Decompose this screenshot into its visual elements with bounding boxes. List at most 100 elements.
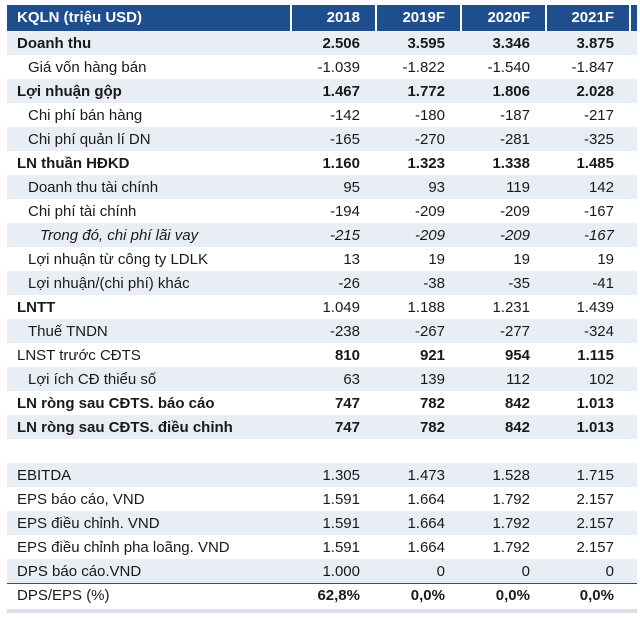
cell-value-2020f: 3.346 — [492, 34, 530, 52]
cell-value-2018: 1.591 — [322, 538, 360, 556]
cell-value-2019f: 3.595 — [407, 34, 445, 52]
cell-value-2018: 1.467 — [322, 82, 360, 100]
cell-value-2019f: 1.323 — [407, 154, 445, 172]
cell-value-2019f: 0 — [436, 562, 445, 580]
table-row: Giá vốn hàng bán -1.039 -1.822 -1.540 -1… — [7, 55, 637, 79]
cell-value-2019f: 0,0% — [410, 587, 445, 604]
cell-value-2019f: -180 — [414, 106, 445, 124]
table-row: EPS điều chỉnh. VND 1.591 1.664 1.792 2.… — [7, 511, 637, 535]
table-row: Thuế TNDN -238 -267 -277 -324 — [7, 319, 637, 343]
header-cap — [629, 5, 637, 31]
cell-value-2019f: 1.473 — [407, 466, 445, 484]
table-header: KQLN (triệu USD) 2018 2019F 2020F 2021F — [7, 5, 637, 31]
table-row: EPS báo cáo, VND 1.591 1.664 1.792 2.157 — [7, 487, 637, 511]
cell-value-2021f: 0,0% — [579, 587, 614, 604]
header-year-2021f: 2021F — [545, 5, 629, 31]
table-row: Lợi ích CĐ thiểu số 63 139 112 102 — [7, 367, 637, 391]
cell-value-2021f: 2.157 — [576, 538, 614, 556]
cell-value-2021f: -167 — [583, 202, 614, 220]
cell-value-2020f: 954 — [504, 346, 530, 364]
cell-value-2021f: 3.875 — [576, 34, 614, 52]
cell-value-2021f: -325 — [583, 130, 614, 148]
cell-value-2018: 63 — [343, 370, 360, 388]
row-label: LN ròng sau CĐTS. điều chỉnh — [17, 418, 233, 436]
cell-value-2021f: 0 — [605, 562, 614, 580]
row-label: Trong đó, chi phí lãi vay — [40, 226, 199, 244]
row-label: Lợi ích CĐ thiểu số — [28, 370, 157, 388]
cell-value-2018: -238 — [329, 322, 360, 340]
table-row: Chi phí quản lí DN -165 -270 -281 -325 — [7, 127, 637, 151]
table-row: Chi phí bán hàng -142 -180 -187 -217 — [7, 103, 637, 127]
cell-value-2020f: 1.792 — [492, 514, 530, 532]
row-label: Doanh thu — [17, 34, 92, 52]
cell-value-2021f: 1.439 — [576, 298, 614, 316]
cell-value-2021f: 1.485 — [576, 154, 614, 172]
row-label: Lợi nhuận từ công ty LDLK — [28, 250, 208, 268]
cell-value-2019f: -1.822 — [402, 58, 445, 76]
cell-value-2020f: 19 — [513, 250, 530, 268]
cell-value-2018: 1.049 — [322, 298, 360, 316]
cell-value-2020f: -187 — [499, 106, 530, 124]
cell-value-2021f: 1.013 — [576, 394, 614, 412]
cell-value-2020f: 1.806 — [492, 82, 530, 100]
row-label: Giá vốn hàng bán — [28, 58, 147, 76]
cell-value-2019f: 19 — [428, 250, 445, 268]
cell-value-2019f: -267 — [414, 322, 445, 340]
cell-value-2021f: -167 — [583, 226, 614, 244]
cell-value-2018: 1.305 — [322, 466, 360, 484]
cell-value-2018: -194 — [329, 202, 360, 220]
cell-value-2021f: 2.028 — [576, 82, 614, 100]
cell-value-2018: -142 — [329, 106, 360, 124]
row-label: Chi phí quản lí DN — [28, 130, 151, 148]
cell-value-2018: -215 — [329, 226, 360, 244]
spacer-row — [7, 439, 637, 463]
cell-value-2018: 13 — [343, 250, 360, 268]
header-title: KQLN (triệu USD) — [17, 9, 142, 26]
cell-value-2019f: 1.664 — [407, 514, 445, 532]
row-label: DPS/EPS (%) — [17, 587, 110, 604]
table-row: EBITDA 1.305 1.473 1.528 1.715 — [7, 463, 637, 487]
cell-value-2019f: -209 — [414, 226, 445, 244]
cell-value-2019f: 93 — [428, 178, 445, 196]
cell-value-2020f: 842 — [504, 394, 530, 412]
cell-value-2020f: 1.792 — [492, 490, 530, 508]
table-row: Chi phí tài chính -194 -209 -209 -167 — [7, 199, 637, 223]
cell-value-2018: 747 — [334, 418, 360, 436]
cell-value-2021f: 142 — [588, 178, 614, 196]
header-year-2018: 2018 — [290, 5, 375, 31]
row-label: Chi phí tài chính — [28, 202, 137, 220]
cell-value-2018: 747 — [334, 394, 360, 412]
cell-value-2021f: 19 — [597, 250, 614, 268]
cell-value-2019f: 1.664 — [407, 538, 445, 556]
cell-value-2020f: 112 — [506, 370, 530, 388]
cell-value-2021f: 1.715 — [576, 466, 614, 484]
cell-value-2020f: -281 — [499, 130, 530, 148]
cell-value-2019f: 1.772 — [407, 82, 445, 100]
row-label: EPS báo cáo, VND — [17, 490, 145, 508]
table-row: Lợi nhuận/(chi phí) khác -26 -38 -35 -41 — [7, 271, 637, 295]
cell-value-2021f: -1.847 — [571, 58, 614, 76]
cell-value-2020f: -209 — [499, 226, 530, 244]
header-year-2020f: 2020F — [460, 5, 545, 31]
cell-value-2018: -26 — [338, 274, 360, 292]
cell-value-2018: -1.039 — [317, 58, 360, 76]
row-label: Lợi nhuận/(chi phí) khác — [28, 274, 190, 292]
table-row: DPS/EPS (%) 62,8% 0,0% 0,0% 0,0% — [7, 583, 637, 607]
cell-value-2019f: 1.188 — [407, 298, 445, 316]
table-row: LN ròng sau CĐTS. báo cáo 747 782 842 1.… — [7, 391, 637, 415]
cell-value-2018: 2.506 — [322, 34, 360, 52]
table-row: Trong đó, chi phí lãi vay -215 -209 -209… — [7, 223, 637, 247]
cell-value-2019f: -209 — [414, 202, 445, 220]
row-label: LNTT — [17, 298, 56, 316]
table-row: LN ròng sau CĐTS. điều chỉnh 747 782 842… — [7, 415, 637, 439]
row-label: Doanh thu tài chính — [28, 178, 159, 196]
cell-value-2021f: 102 — [588, 370, 614, 388]
cell-value-2020f: 1.231 — [492, 298, 530, 316]
bottom-stripe — [7, 609, 637, 613]
cell-value-2019f: -38 — [423, 274, 445, 292]
table-row: Lợi nhuận từ công ty LDLK 13 19 19 19 — [7, 247, 637, 271]
row-label: Thuế TNDN — [28, 322, 108, 340]
cell-value-2020f: 119 — [506, 178, 530, 196]
cell-value-2019f: 1.664 — [407, 490, 445, 508]
table-row: Doanh thu tài chính 95 93 119 142 — [7, 175, 637, 199]
